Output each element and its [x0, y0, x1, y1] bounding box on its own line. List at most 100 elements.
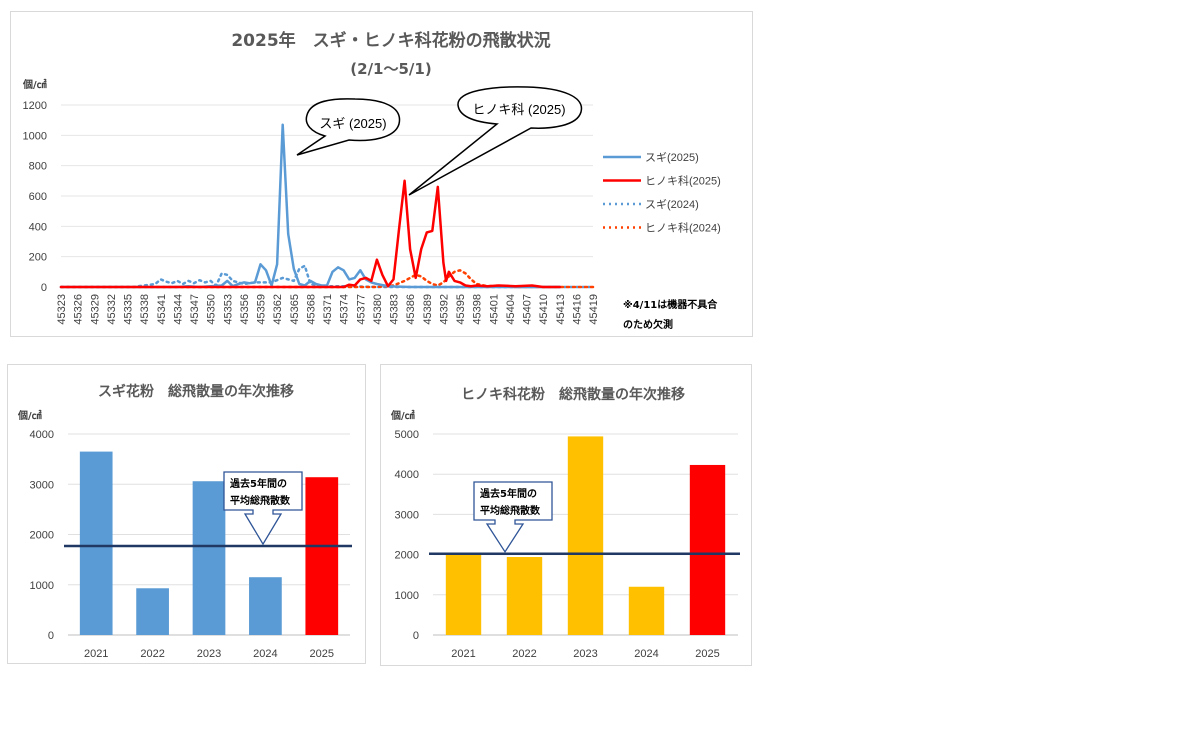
x-tick-label: 45383: [389, 294, 401, 325]
series-line-1: [59, 123, 562, 289]
average-callout-text: 過去5年間の: [479, 487, 537, 500]
x-tick-label: 45329: [89, 294, 101, 325]
y-tick-label: 1000: [395, 590, 419, 602]
series-line-2: [59, 179, 562, 289]
x-tick-label: 2024: [634, 648, 658, 660]
bar-chart-title: ヒノキ科花粉 総飛散量の年次推移: [461, 386, 685, 403]
average-callout-text: 平均総飛散数: [480, 504, 541, 517]
line-chart-unit: 個/㎠: [22, 78, 47, 91]
x-tick-label: 2023: [197, 648, 221, 660]
legend-label: ヒノキ科(2025): [645, 174, 721, 188]
x-tick-label: 2025: [310, 648, 334, 660]
line-chart-title: 2025年 スギ・ヒノキ科花粉の飛散状況: [231, 30, 550, 51]
x-tick-label: 45347: [189, 294, 201, 325]
x-tick-label: 45353: [222, 294, 234, 325]
x-tick-label: 45395: [455, 294, 467, 325]
x-tick-label: 2021: [451, 648, 475, 660]
hinoki-bar-chart-panel: ヒノキ科花粉 総飛散量の年次推移個/㎠ 0 1000 2000 3000 4000 5000…: [380, 364, 752, 666]
y-tick-label: 400: [29, 221, 47, 233]
bar-2025: [689, 464, 726, 635]
y-tick-label: 3000: [395, 509, 419, 521]
x-tick-label: 45410: [538, 294, 550, 325]
y-tick-label: 0: [48, 630, 54, 642]
bar-chart-unit: 個/㎠: [390, 409, 415, 422]
y-tick-label: 1200: [23, 100, 47, 112]
x-tick-label: 45374: [339, 294, 351, 325]
y-tick-label: 800: [29, 161, 47, 173]
pollen-line-chart: 2025年 スギ・ヒノキ科花粉の飛散状況 (2/1〜5/1) 個/㎠ 0 200 4…: [22, 30, 721, 331]
x-tick-label: 45413: [555, 294, 567, 325]
x-tick-label: 45368: [305, 294, 317, 325]
x-tick-label: 45356: [239, 294, 251, 325]
y-tick-label: 1000: [23, 130, 47, 142]
bar-2024: [249, 577, 282, 635]
x-tick-label: 45404: [505, 294, 517, 325]
x-tick-label: 45323: [56, 294, 68, 325]
x-tick-label: 45401: [488, 294, 500, 325]
line-chart-legend: スギ(2025) ヒノキ科(2025) スギ(2024) ヒノキ科(2024): [603, 151, 721, 235]
bar-2023: [192, 481, 226, 635]
x-tick-label: 45332: [106, 294, 118, 325]
y-tick-label: 200: [29, 252, 47, 264]
hinoki-speech-bubble: ヒノキ科 (2025): [408, 86, 583, 196]
legend-label: スギ(2025): [645, 151, 699, 164]
sugi-bar-chart-panel: スギ花粉 総飛散量の年次推移 個/㎠ 0 1000 2000 3000 4000 2021 20…: [7, 364, 366, 664]
y-tick-label: 4000: [395, 469, 419, 481]
x-tick-label: 2022: [140, 648, 164, 660]
x-tick-label: 45416: [571, 294, 583, 325]
x-tick-label: 45344: [172, 294, 184, 325]
bar-2024: [628, 586, 665, 635]
y-tick-label: 0: [413, 630, 419, 642]
bar-chart-title: スギ花粉 総飛散量の年次推移: [98, 383, 294, 400]
y-tick-label: 600: [29, 191, 47, 203]
line-chart-subtitle: (2/1〜5/1): [350, 60, 431, 78]
pollen-line-chart-panel: 2025年 スギ・ヒノキ科花粉の飛散状況 (2/1〜5/1) 個/㎠ 0 200 4…: [10, 11, 753, 337]
average-callout-text: 平均総飛散数: [230, 494, 291, 507]
y-tick-label: 5000: [395, 429, 419, 441]
y-tick-label: 0: [41, 282, 47, 294]
bar-2023: [567, 436, 604, 635]
legend-label: スギ(2024): [645, 198, 699, 211]
y-tick-label: 2000: [395, 550, 419, 562]
measurement-note-line2: のため欠測: [623, 318, 673, 331]
x-tick-label: 2023: [573, 648, 597, 660]
x-tick-label: 45407: [522, 294, 534, 325]
x-tick-label: 45350: [206, 294, 218, 325]
x-tick-label: 45362: [272, 294, 284, 325]
sugi-speech-bubble: スギ (2025): [296, 98, 401, 156]
x-tick-label: 2025: [695, 648, 719, 660]
x-tick-label: 45335: [123, 294, 135, 325]
y-tick-label: 3000: [30, 479, 54, 491]
x-tick-label: 45389: [422, 294, 434, 325]
x-tick-label: 2022: [512, 648, 536, 660]
bar-2022: [506, 557, 543, 635]
x-tick-label: 45338: [139, 294, 151, 325]
measurement-note-line1: ※4/11は機器不具合: [623, 298, 718, 311]
x-tick-label: 45341: [156, 294, 168, 325]
series-line-3: [59, 264, 595, 289]
x-tick-label: 2021: [84, 648, 108, 660]
average-callout-text: 過去5年間の: [229, 477, 287, 490]
average-callout: [223, 471, 303, 546]
x-tick-label: 45386: [405, 294, 417, 325]
x-tick-label: 45419: [588, 294, 600, 325]
average-callout: [473, 481, 553, 553]
x-tick-label: 45359: [256, 294, 268, 325]
x-tick-label: 45371: [322, 294, 334, 325]
x-tick-label: 45326: [73, 294, 85, 325]
y-tick-label: 2000: [30, 530, 54, 542]
hinoki-bubble-label: ヒノキ科 (2025): [472, 102, 565, 117]
x-tick-label: 45392: [438, 294, 450, 325]
bar-2021: [79, 451, 113, 635]
x-tick-label: 2024: [253, 648, 277, 660]
bar-2025: [305, 477, 339, 635]
sugi-bubble-label: スギ (2025): [319, 116, 386, 131]
y-tick-label: 1000: [30, 580, 54, 592]
x-tick-label: 45377: [355, 294, 367, 325]
bar-2021: [445, 555, 482, 635]
x-tick-label: 45365: [289, 294, 301, 325]
x-tick-label: 45380: [372, 294, 384, 325]
bar-chart-unit: 個/㎠: [17, 409, 42, 422]
